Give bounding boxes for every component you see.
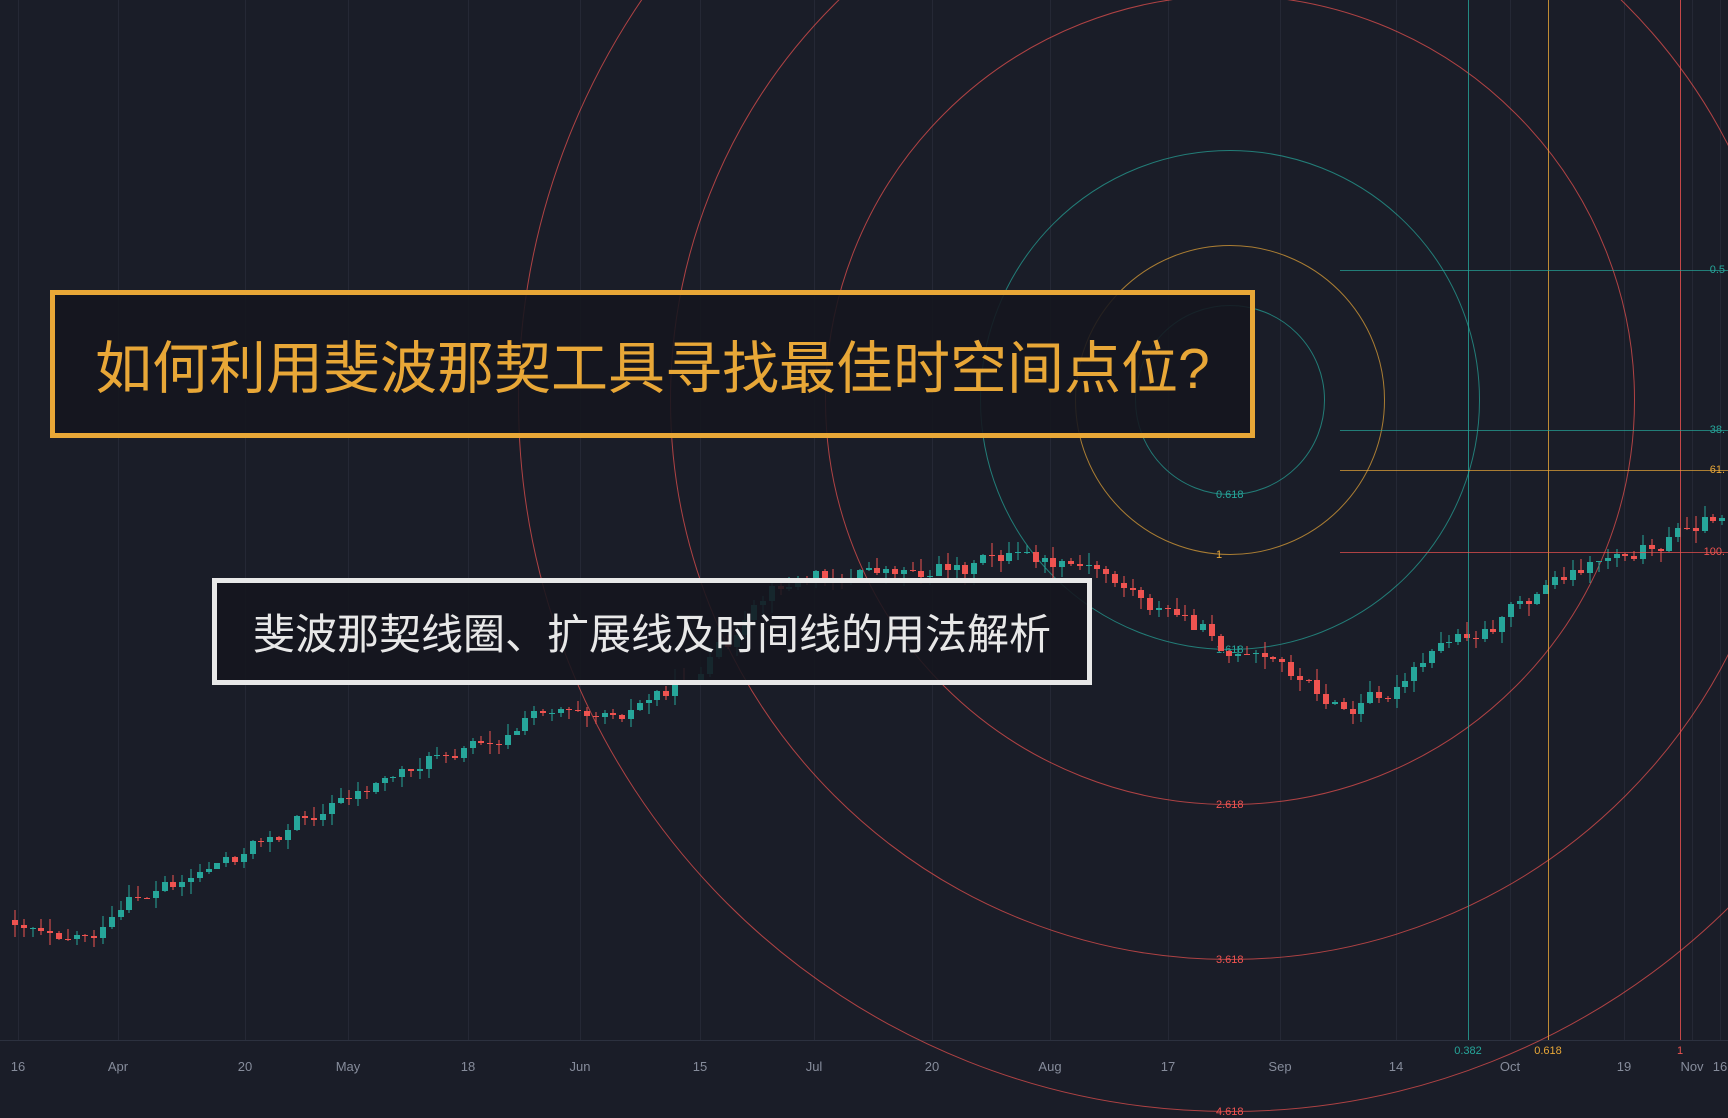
time-axis-label: 16 — [11, 1059, 25, 1074]
fib-vertical-line — [1548, 0, 1549, 1040]
subtitle-box: 斐波那契线圈、扩展线及时间线的用法解析 — [212, 578, 1092, 685]
time-axis-label: Sep — [1268, 1059, 1291, 1074]
time-axis-label: 14 — [1389, 1059, 1403, 1074]
time-axis-label: 19 — [1617, 1059, 1631, 1074]
gridline — [118, 0, 119, 1040]
time-axis-label: Aug — [1038, 1059, 1061, 1074]
fib-time-label: 0.382 — [1454, 1045, 1482, 1057]
subtitle-text: 斐波那契线圈、扩展线及时间线的用法解析 — [253, 601, 1051, 662]
time-axis-label: Nov — [1680, 1059, 1703, 1074]
main-title-text: 如何利用斐波那契工具寻找最佳时空间点位? — [95, 323, 1210, 405]
time-axis-label: 15 — [693, 1059, 707, 1074]
fib-time-label: 1 — [1677, 1045, 1683, 1057]
time-axis-label: 16 — [1713, 1059, 1727, 1074]
fib-vertical-line — [1680, 0, 1681, 1040]
fib-price-label: 0.5 — [1707, 263, 1728, 277]
time-axis-label: Jul — [806, 1059, 823, 1074]
time-axis-label: 20 — [925, 1059, 939, 1074]
fib-horizontal-line — [1340, 270, 1728, 271]
time-axis-label: Oct — [1500, 1059, 1520, 1074]
fib-price-label: 100. — [1701, 545, 1728, 559]
time-axis-label: 20 — [238, 1059, 252, 1074]
gridline — [468, 0, 469, 1040]
time-axis-label: Jun — [570, 1059, 591, 1074]
fib-horizontal-line — [1340, 470, 1728, 471]
gridline — [245, 0, 246, 1040]
gridline — [348, 0, 349, 1040]
fib-horizontal-line — [1340, 430, 1728, 431]
fib-time-label: 0.618 — [1534, 1045, 1562, 1057]
fib-price-label: 61. — [1707, 463, 1728, 477]
gridline — [18, 0, 19, 1040]
fib-price-label: 38. — [1707, 423, 1728, 437]
time-axis-label: 17 — [1161, 1059, 1175, 1074]
time-axis-label: 18 — [461, 1059, 475, 1074]
time-axis-label: Apr — [108, 1059, 128, 1074]
fib-horizontal-line — [1340, 552, 1728, 553]
fib-vertical-line — [1468, 0, 1469, 1040]
time-axis: 16 Apr 20 May 18 Jun 15 Jul 20 Aug 17 Sep 14 Oct 19 Nov… — [0, 1040, 1728, 1080]
main-title-box: 如何利用斐波那契工具寻找最佳时空间点位? — [50, 290, 1255, 438]
chart-canvas: 0.61811.6182.6183.6184.618 0.538.61.100.… — [0, 0, 1728, 1080]
fib-circle-label: 4.618 — [1216, 1106, 1244, 1118]
time-axis-label: May — [336, 1059, 361, 1074]
